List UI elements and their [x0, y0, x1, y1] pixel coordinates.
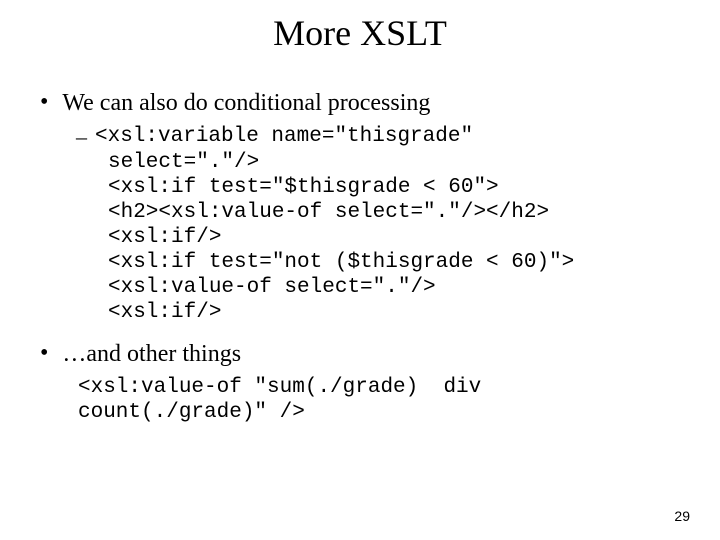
- code-line-8: <xsl:if/>: [108, 300, 682, 325]
- bullet-item-2: • …and other things: [38, 339, 682, 369]
- bullet-text-2: …and other things: [62, 339, 241, 369]
- bullet-dot-icon: •: [40, 88, 48, 116]
- code-line-2: select="."/>: [108, 150, 682, 175]
- dash-icon: –: [76, 124, 87, 150]
- code-line-5: <xsl:if/>: [108, 225, 682, 250]
- code-line-6: <xsl:if test="not ($thisgrade < 60)">: [108, 250, 682, 275]
- slide-title: More XSLT: [38, 12, 682, 54]
- bullet-text-1: We can also do conditional processing: [62, 88, 430, 118]
- code-line-7: <xsl:value-of select="."/>: [108, 275, 682, 300]
- sub-bullet-1: – <xsl:variable name="thisgrade": [76, 124, 682, 150]
- code-line-3: <xsl:if test="$thisgrade < 60">: [108, 175, 682, 200]
- bullet-item-1: • We can also do conditional processing: [38, 88, 682, 118]
- code-line-1: <xsl:variable name="thisgrade": [95, 124, 473, 149]
- bullet-dot-icon: •: [40, 339, 48, 367]
- page-number: 29: [674, 508, 690, 524]
- code2-line-2: count(./grade)" />: [78, 400, 682, 425]
- code2-line-1: <xsl:value-of "sum(./grade) div: [78, 375, 682, 400]
- code-line-4: <h2><xsl:value-of select="."/></h2>: [108, 200, 682, 225]
